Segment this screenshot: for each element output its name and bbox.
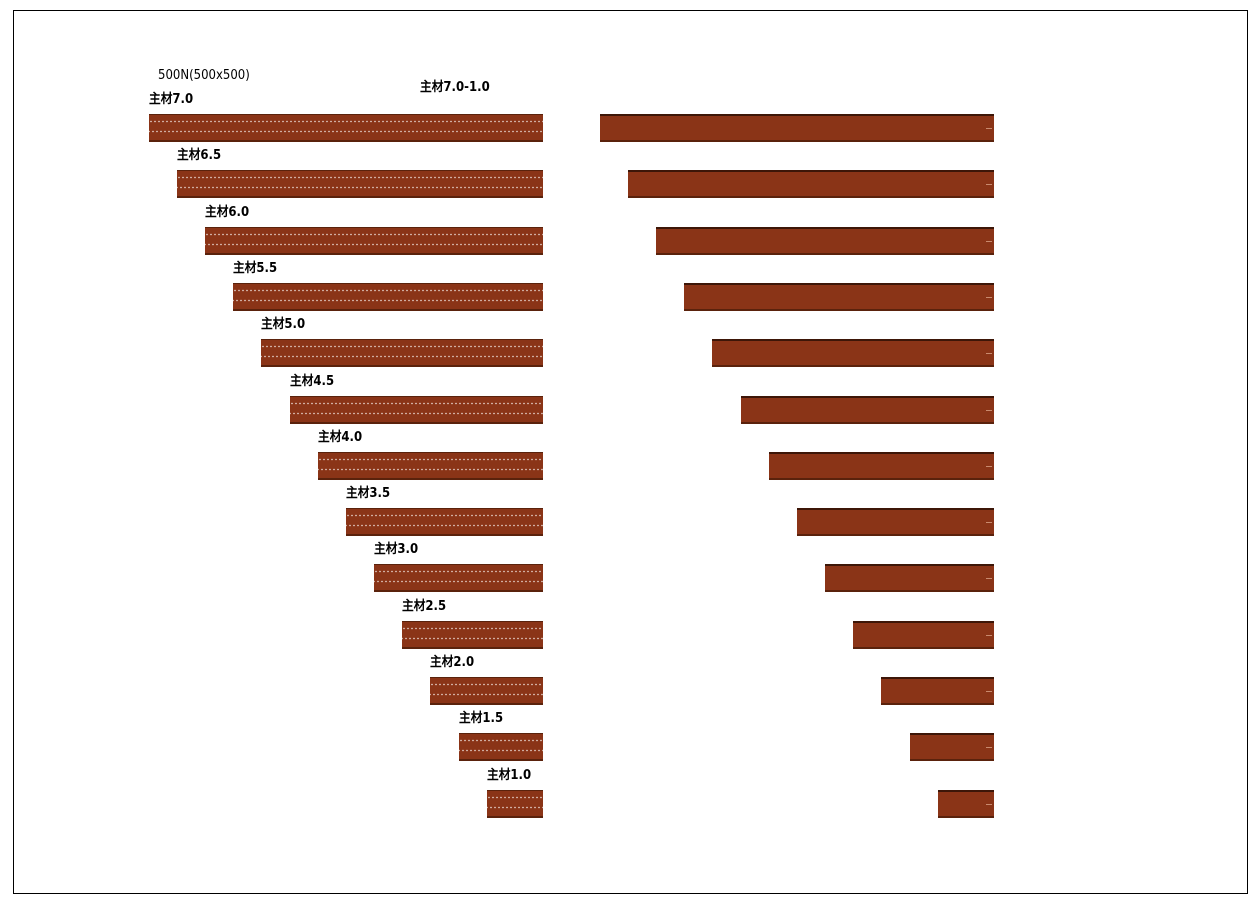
member-label: 主材5.5 xyxy=(233,261,278,276)
drawing-frame xyxy=(13,10,1248,894)
member-bar-left xyxy=(487,790,543,818)
member-bar-right xyxy=(853,621,994,649)
member-bar-left xyxy=(318,452,543,480)
member-bar-left xyxy=(205,227,543,255)
member-label: 主材2.5 xyxy=(402,599,447,614)
member-bar-left xyxy=(430,677,543,705)
member-bar-right xyxy=(910,733,994,761)
member-bar-left xyxy=(374,564,543,592)
member-bar-right xyxy=(797,508,994,536)
member-bar-left xyxy=(346,508,543,536)
member-bar-left xyxy=(290,396,543,424)
member-bar-left xyxy=(177,170,543,198)
member-bar-right xyxy=(769,452,994,480)
member-label: 主材4.5 xyxy=(290,374,335,389)
member-label: 主材1.0 xyxy=(487,768,532,783)
member-label: 主材6.5 xyxy=(177,148,222,163)
member-bar-left xyxy=(261,339,543,367)
member-label: 主材7.0 xyxy=(149,92,194,107)
member-bar-left xyxy=(233,283,543,311)
member-bar-left xyxy=(459,733,543,761)
member-bar-right xyxy=(938,790,994,818)
member-bar-right xyxy=(628,170,994,198)
member-bar-right xyxy=(741,396,994,424)
member-bar-right xyxy=(656,227,994,255)
member-label: 主材2.0 xyxy=(430,655,475,670)
member-bar-right xyxy=(881,677,994,705)
member-label: 主材1.5 xyxy=(459,711,504,726)
member-bar-left xyxy=(402,621,543,649)
right-title: 主材7.0-1.0 xyxy=(420,80,490,95)
member-label: 主材6.0 xyxy=(205,205,250,220)
member-bar-right xyxy=(600,114,994,142)
member-bar-right xyxy=(825,564,994,592)
member-label: 主材4.0 xyxy=(318,430,363,445)
header-label: 500N(500x500) xyxy=(158,68,250,83)
member-label: 主材3.0 xyxy=(374,542,419,557)
member-label: 主材3.5 xyxy=(346,486,391,501)
member-label: 主材5.0 xyxy=(261,317,306,332)
member-bar-right xyxy=(712,339,994,367)
member-bar-left xyxy=(149,114,543,142)
member-bar-right xyxy=(684,283,994,311)
